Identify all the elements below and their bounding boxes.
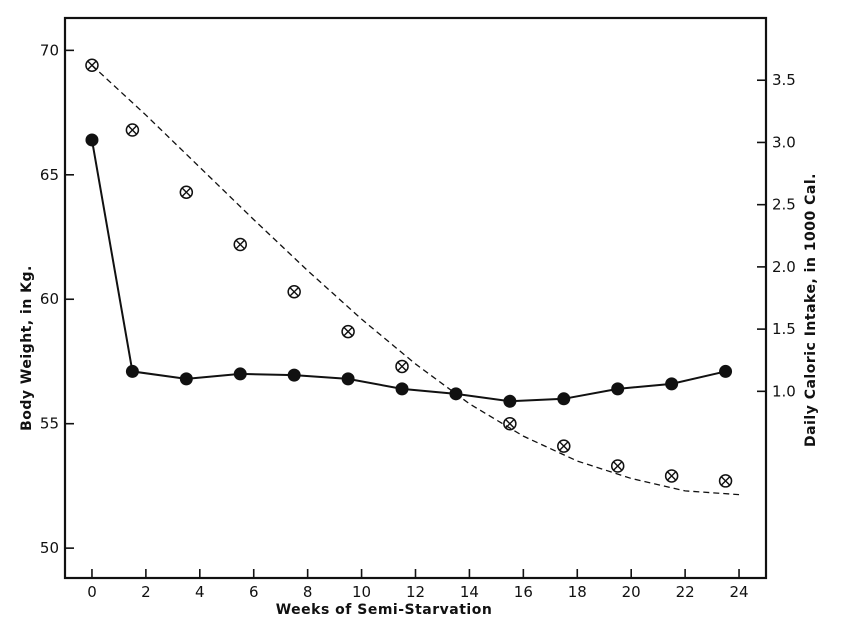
body-weight-point bbox=[287, 368, 301, 382]
x-tick-label: 24 bbox=[729, 583, 748, 601]
open-x-point-cross bbox=[235, 239, 245, 250]
x-tick-label: 12 bbox=[406, 583, 425, 601]
open-x-point-cross bbox=[127, 125, 138, 135]
y-tick-label: 70 bbox=[40, 41, 59, 59]
open-x-point bbox=[287, 285, 301, 299]
y-tick-label: 55 bbox=[40, 415, 59, 433]
x-tick-label: 14 bbox=[460, 583, 479, 601]
y2-axis-title: Daily Caloric Intake, in 1000 Cal. bbox=[803, 173, 819, 447]
y-axis-ticks: 50 55 60 65 70 bbox=[40, 41, 74, 557]
series-body-weight-line bbox=[90, 139, 726, 403]
y2-tick-label: 2.0 bbox=[772, 258, 796, 276]
body-weight-point bbox=[395, 382, 409, 396]
x-tick-label: 2 bbox=[141, 583, 151, 601]
y2-tick-label: 3.0 bbox=[772, 133, 796, 151]
x-tick-label: 16 bbox=[514, 583, 533, 601]
open-x-point-cross bbox=[720, 476, 731, 486]
y2-tick-label: 2.5 bbox=[772, 196, 796, 214]
open-x-point bbox=[395, 359, 409, 374]
open-x-point-cross bbox=[87, 60, 97, 70]
x-axis-ticks: 0 2 4 6 8 10 12 14 16 18 20 22 24 bbox=[87, 569, 749, 601]
plot-frame bbox=[63, 16, 768, 580]
open-x-point-cross bbox=[397, 361, 407, 372]
open-x-point-cross bbox=[289, 287, 299, 297]
open-x-point bbox=[233, 237, 247, 252]
x-axis-title: Weeks of Semi-Starvation bbox=[276, 602, 493, 618]
y2-axis-ticks: 1.0 1.5 2.0 2.5 3.0 3.5 bbox=[757, 71, 796, 400]
y2-tick-label: 3.5 bbox=[772, 71, 796, 89]
body-weight-point bbox=[179, 372, 193, 386]
y-tick-label: 50 bbox=[40, 539, 59, 557]
body-weight-point bbox=[125, 364, 139, 378]
y2-tick-label: 1.5 bbox=[772, 320, 796, 338]
body-weight-point bbox=[233, 367, 247, 381]
x-tick-label: 22 bbox=[676, 583, 695, 601]
open-x-point bbox=[179, 185, 194, 199]
open-x-point bbox=[557, 439, 571, 453]
body-weight-point bbox=[503, 394, 517, 408]
y-axis-title: Body Weight, in Kg. bbox=[19, 265, 35, 431]
x-tick-label: 8 bbox=[303, 583, 313, 601]
body-weight-point bbox=[719, 364, 733, 378]
y2-tick-label: 1.0 bbox=[772, 382, 796, 400]
x-tick-label: 18 bbox=[568, 583, 587, 601]
open-x-point bbox=[664, 469, 679, 483]
open-x-point bbox=[718, 474, 733, 488]
series-caloric-intake-line bbox=[91, 64, 740, 496]
open-x-point-cross bbox=[559, 441, 569, 451]
y-tick-label: 60 bbox=[40, 290, 59, 308]
open-x-point-cross bbox=[343, 326, 353, 337]
open-x-point bbox=[341, 324, 355, 339]
open-x-point-cross bbox=[181, 187, 192, 197]
x-tick-label: 4 bbox=[195, 583, 205, 601]
body-weight-point bbox=[341, 372, 355, 386]
body-weight-point bbox=[557, 392, 571, 406]
x-tick-label: 6 bbox=[249, 583, 259, 601]
open-x-point-cross bbox=[613, 461, 623, 471]
x-tick-label: 0 bbox=[87, 583, 97, 601]
body-weight-point bbox=[611, 382, 625, 396]
open-x-point-cross bbox=[666, 471, 677, 481]
open-x-point bbox=[125, 123, 140, 137]
y-tick-label: 65 bbox=[40, 166, 59, 184]
body-weight-point bbox=[85, 133, 99, 147]
body-weight-point bbox=[665, 377, 679, 391]
open-x-point bbox=[610, 459, 625, 473]
series-layer bbox=[85, 58, 740, 496]
x-tick-label: 20 bbox=[622, 583, 641, 601]
x-tick-label: 10 bbox=[352, 583, 371, 601]
